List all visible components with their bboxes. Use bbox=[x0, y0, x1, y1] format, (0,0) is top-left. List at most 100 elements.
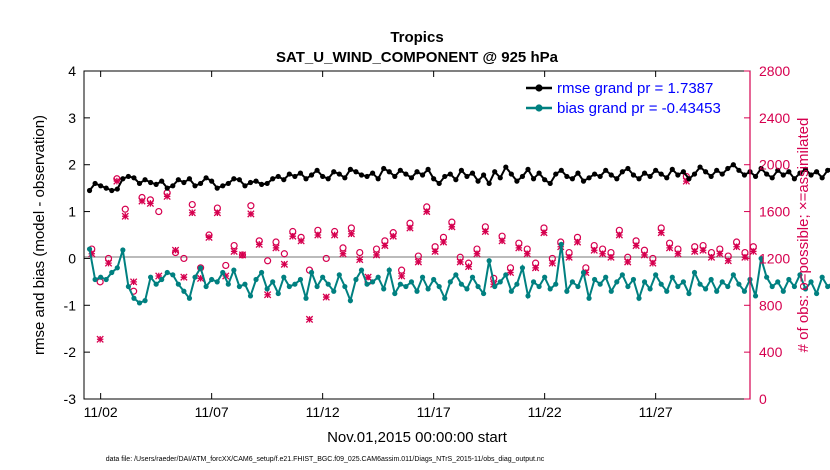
bias-point bbox=[636, 295, 642, 301]
bias-point bbox=[325, 281, 331, 287]
bias-point bbox=[331, 288, 337, 294]
ticks-layer: -3 -2 -1 0 1 2 3 4 0 400 800 1200 1600 2000 2400 2800 11… bbox=[64, 63, 791, 420]
rmse-point bbox=[786, 169, 792, 175]
series-layer bbox=[86, 162, 830, 306]
obs-assimilated-point bbox=[289, 232, 297, 240]
rmse-point bbox=[136, 180, 143, 187]
rmse-point bbox=[680, 169, 687, 175]
bias-point bbox=[630, 276, 637, 283]
obs-assimilated-point bbox=[322, 293, 330, 301]
bias-point bbox=[414, 288, 420, 294]
rmse-point bbox=[370, 170, 376, 176]
bias-point bbox=[542, 274, 548, 280]
obs-assimilated-point bbox=[565, 253, 573, 261]
rmse-point bbox=[175, 177, 181, 183]
bias-point bbox=[236, 283, 242, 290]
rmse-point bbox=[736, 167, 742, 173]
obs-assimilated-point bbox=[423, 207, 431, 216]
rmse-point bbox=[564, 173, 570, 180]
obs-possible-point bbox=[155, 207, 163, 216]
rmse-point bbox=[436, 180, 442, 187]
bias-point bbox=[680, 279, 687, 285]
bias-point bbox=[569, 279, 576, 285]
rmse-point bbox=[797, 170, 803, 176]
rmse-point bbox=[569, 176, 576, 182]
bias-point bbox=[159, 276, 165, 283]
obs-assimilated-point bbox=[439, 238, 448, 246]
bias-point bbox=[353, 276, 359, 283]
rmse-point bbox=[247, 179, 254, 186]
obs-assimilated-point bbox=[540, 228, 548, 237]
rmse-point bbox=[403, 171, 409, 177]
rmse-point bbox=[553, 171, 559, 177]
rmse-point bbox=[802, 166, 809, 172]
obs-assimilated-point bbox=[573, 238, 582, 246]
obs-assimilated-point bbox=[356, 255, 364, 264]
bias-point bbox=[791, 283, 798, 290]
obs-possible-point bbox=[121, 205, 129, 213]
bias-point bbox=[497, 279, 503, 285]
rmse-point bbox=[408, 175, 415, 181]
rmse-point bbox=[442, 173, 448, 180]
obs-assimilated-point bbox=[347, 230, 356, 238]
obs-assimilated-point bbox=[113, 177, 121, 185]
rmse-point bbox=[708, 173, 714, 180]
y-tick-label: 4 bbox=[68, 63, 76, 79]
rmse-point bbox=[547, 180, 553, 187]
rmse-point bbox=[186, 176, 193, 182]
rmse-point bbox=[414, 169, 420, 175]
rmse-point bbox=[608, 172, 614, 178]
rmse-point bbox=[253, 178, 259, 184]
obs-assimilated-point bbox=[515, 244, 523, 252]
rmse-point bbox=[220, 183, 226, 189]
rmse-point bbox=[614, 176, 620, 182]
rmse-point bbox=[497, 175, 503, 181]
rmse-point bbox=[481, 172, 487, 178]
bias-point bbox=[408, 279, 415, 285]
bias-point bbox=[625, 283, 631, 290]
bias-point bbox=[686, 290, 692, 297]
rmse-point bbox=[458, 167, 464, 173]
bias-point bbox=[469, 274, 476, 280]
obs-assimilated-point bbox=[548, 259, 557, 267]
rmse-point bbox=[148, 179, 154, 186]
legend-rmse-label: rmse grand pr = 1.7387 bbox=[557, 80, 713, 97]
obs-assimilated-point bbox=[180, 273, 188, 281]
rmse-point bbox=[486, 180, 492, 187]
rmse-point bbox=[281, 177, 287, 183]
rmse-point bbox=[103, 185, 109, 191]
bias-point bbox=[131, 295, 137, 301]
obs-assimilated-point bbox=[699, 246, 707, 254]
rmse-point bbox=[331, 169, 337, 175]
rmse-point bbox=[353, 169, 359, 175]
rmse-point bbox=[431, 176, 437, 182]
rmse-point bbox=[225, 180, 231, 187]
bias-point bbox=[764, 274, 770, 280]
rmse-point bbox=[125, 173, 131, 180]
bias-point bbox=[614, 279, 620, 285]
obs-assimilated-point bbox=[414, 258, 423, 266]
obs-assimilated-point bbox=[314, 231, 322, 239]
rmse-point bbox=[131, 175, 137, 181]
rmse-point bbox=[653, 167, 659, 173]
x-tick-label: 11/27 bbox=[639, 404, 673, 420]
bias-point bbox=[375, 274, 381, 280]
rmse-point bbox=[342, 175, 348, 181]
bias-point bbox=[303, 295, 309, 301]
rmse-point bbox=[397, 167, 403, 173]
rmse-point bbox=[691, 171, 698, 177]
bias-point bbox=[575, 283, 581, 290]
legend-bias-marker bbox=[535, 104, 543, 112]
data-file-footnote: data file: /Users/raeder/DAI/ATM_forcXX/… bbox=[106, 456, 545, 463]
bias-point bbox=[669, 274, 675, 280]
obs-assimilated-point bbox=[473, 250, 481, 258]
rmse-point bbox=[542, 177, 548, 183]
rmse-point bbox=[752, 173, 759, 180]
rmse-point bbox=[320, 173, 326, 180]
y-tick-label: -1 bbox=[64, 297, 77, 313]
bias-point bbox=[769, 283, 775, 290]
rmse-point bbox=[519, 173, 526, 180]
rmse-point bbox=[181, 179, 187, 186]
bias-point bbox=[342, 283, 348, 290]
obs-assimilated-point bbox=[682, 177, 690, 185]
